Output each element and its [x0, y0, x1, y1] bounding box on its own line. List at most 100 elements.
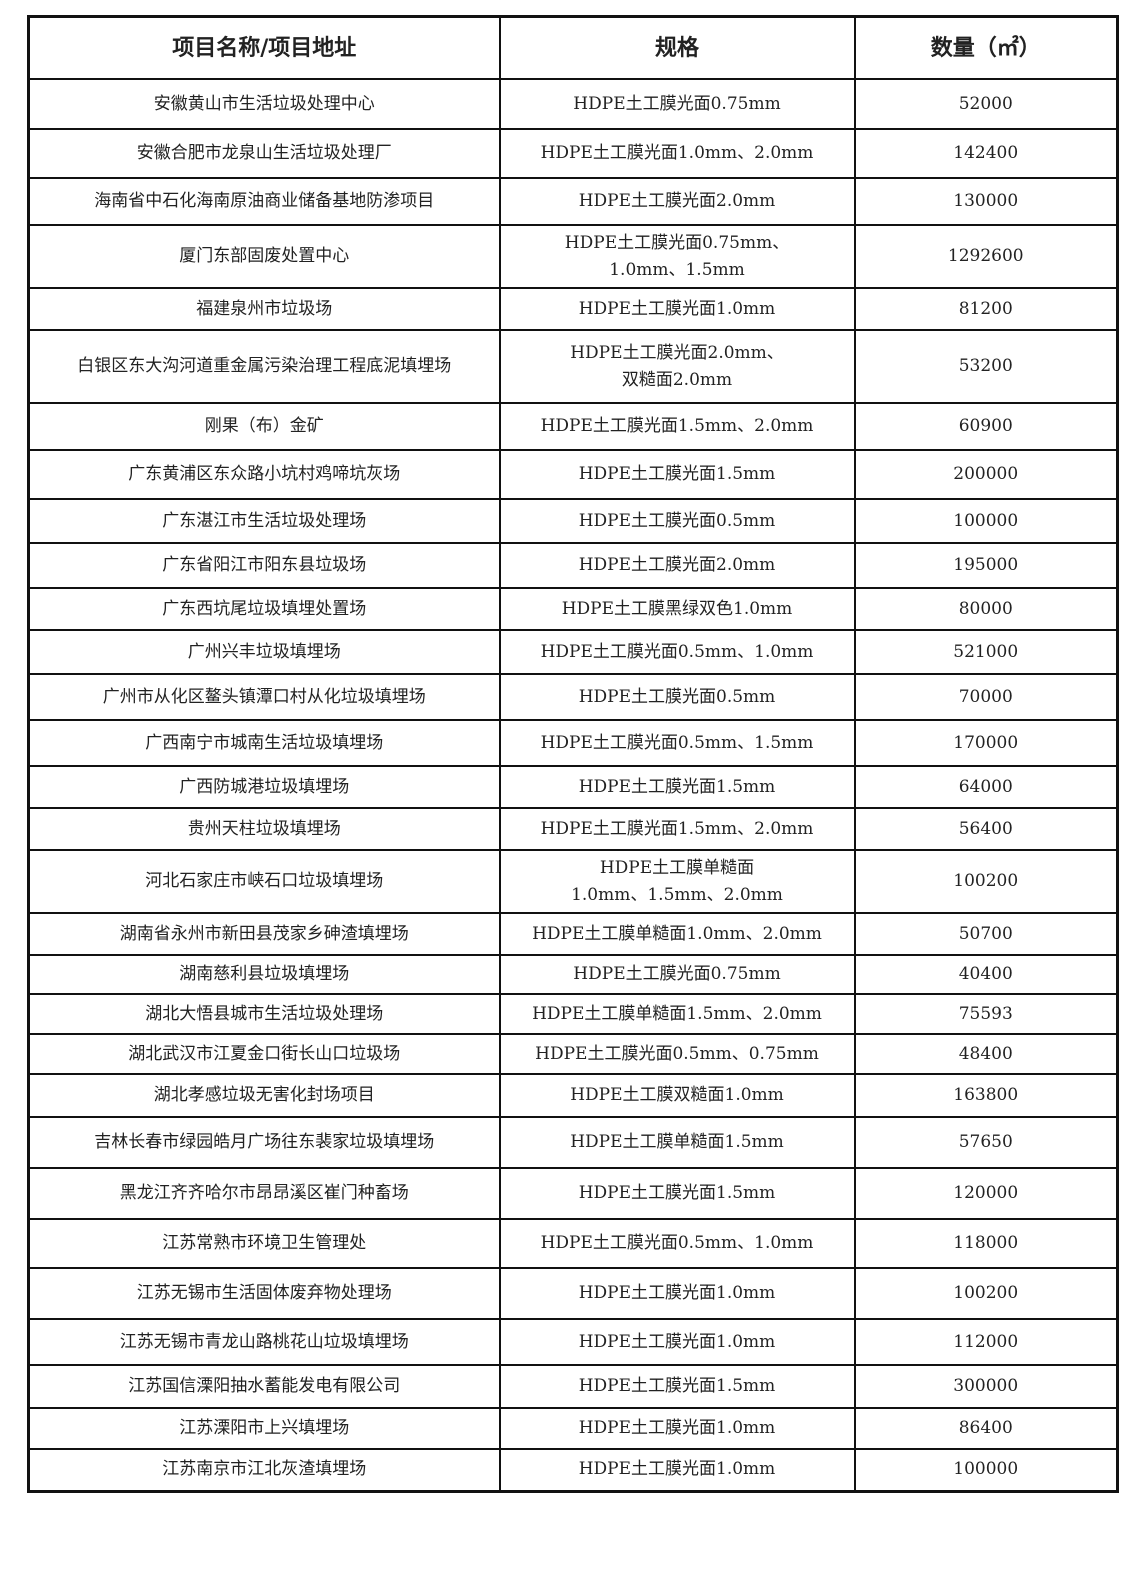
table-row: 广东西坑尾垃圾填埋处置场 HDPE土工膜黑绿双色1.0mm 80000 [27, 587, 1119, 631]
specification: HDPE土工膜双糙面1.0mm [498, 1073, 856, 1118]
specification: HDPE土工膜光面2.0mm、 双糙面2.0mm [498, 329, 856, 404]
quantity: 100000 [853, 498, 1119, 544]
project-name: 江苏国信溧阳抽水蓄能发电有限公司 [27, 1364, 501, 1409]
table-row: 河北石家庄市峡石口垃圾填埋场 HDPE土工膜单糙面 1.0mm、1.5mm、2.0… [27, 849, 1119, 914]
header-row: 项目名称/项目地址 规格 数量（㎡） [27, 15, 1119, 80]
table-row: 吉林长春市绿园皓月广场往东裴家垃圾填埋场 HDPE土工膜单糙面1.5mm 57650 [27, 1116, 1119, 1169]
quantity: 170000 [853, 719, 1119, 767]
table-row: 湖南省永州市新田县茂家乡砷渣填埋场 HDPE土工膜单糙面1.0mm、2.0mm 50… [27, 912, 1119, 956]
specification: HDPE土工膜光面2.0mm [498, 542, 856, 589]
project-name: 白银区东大沟河道重金属污染治理工程底泥填埋场 [27, 329, 501, 404]
project-name: 广西南宁市城南生活垃圾填埋场 [27, 719, 501, 767]
specification: HDPE土工膜光面0.5mm [498, 498, 856, 544]
specification: HDPE土工膜光面1.0mm [498, 287, 856, 331]
table-body: 安徽黄山市生活垃圾处理中心 HDPE土工膜光面0.75mm 52000 安徽合肥市龙泉… [27, 78, 1119, 1492]
quantity: 81200 [853, 287, 1119, 331]
quantity: 50700 [853, 912, 1119, 956]
quantity: 112000 [853, 1318, 1119, 1366]
table-row: 广州市从化区鳌头镇潭口村从化垃圾填埋场 HDPE土工膜光面0.5mm 70000 [27, 673, 1119, 721]
table-row: 湖北孝感垃圾无害化封场项目 HDPE土工膜双糙面1.0mm 163800 [27, 1073, 1119, 1118]
project-name: 安徽合肥市龙泉山生活垃圾处理厂 [27, 128, 501, 179]
project-name: 厦门东部固废处置中心 [27, 224, 501, 289]
table-row: 湖北武汉市江夏金口街长山口垃圾场 HDPE土工膜光面0.5mm、0.75mm 484… [27, 1033, 1119, 1075]
quantity: 100200 [853, 849, 1119, 914]
specification: HDPE土工膜光面1.0mm [498, 1267, 856, 1320]
quantity: 130000 [853, 177, 1119, 226]
table-row: 海南省中石化海南原油商业储备基地防渗项目 HDPE土工膜光面2.0mm 130000 [27, 177, 1119, 226]
project-name: 江苏无锡市生活固体废弃物处理场 [27, 1267, 501, 1320]
specification: HDPE土工膜光面1.5mm [498, 765, 856, 809]
specification: HDPE土工膜单糙面1.5mm、2.0mm [498, 993, 856, 1035]
table-row: 贵州天柱垃圾填埋场 HDPE土工膜光面1.5mm、2.0mm 56400 [27, 807, 1119, 851]
table-row: 刚果（布）金矿 HDPE土工膜光面1.5mm、2.0mm 60900 [27, 402, 1119, 451]
project-name: 海南省中石化海南原油商业储备基地防渗项目 [27, 177, 501, 226]
specification: HDPE土工膜光面1.5mm [498, 1167, 856, 1220]
project-name: 刚果（布）金矿 [27, 402, 501, 451]
quantity: 53200 [853, 329, 1119, 404]
project-name: 广东省阳江市阳东县垃圾场 [27, 542, 501, 589]
quantity: 200000 [853, 449, 1119, 500]
specification: HDPE土工膜光面0.5mm、1.0mm [498, 1218, 856, 1269]
project-name: 湖南省永州市新田县茂家乡砷渣填埋场 [27, 912, 501, 956]
quantity: 300000 [853, 1364, 1119, 1409]
quantity: 142400 [853, 128, 1119, 179]
project-name: 吉林长春市绿园皓月广场往东裴家垃圾填埋场 [27, 1116, 501, 1169]
specification: HDPE土工膜单糙面1.5mm [498, 1116, 856, 1169]
quantity: 1292600 [853, 224, 1119, 289]
specification: HDPE土工膜光面1.0mm [498, 1318, 856, 1366]
table-row: 安徽黄山市生活垃圾处理中心 HDPE土工膜光面0.75mm 52000 [27, 78, 1119, 130]
quantity: 118000 [853, 1218, 1119, 1269]
quantity: 75593 [853, 993, 1119, 1035]
project-name: 江苏无锡市青龙山路桃花山垃圾填埋场 [27, 1318, 501, 1366]
project-name: 广东黄浦区东众路小坑村鸡啼坑灰场 [27, 449, 501, 500]
table-row: 厦门东部固废处置中心 HDPE土工膜光面0.75mm、 1.0mm、1.5mm 12… [27, 224, 1119, 289]
specification: HDPE土工膜光面0.5mm、0.75mm [498, 1033, 856, 1075]
project-name: 黑龙江齐齐哈尔市昂昂溪区崔门种畜场 [27, 1167, 501, 1220]
project-name: 湖南慈利县垃圾填埋场 [27, 954, 501, 995]
quantity: 120000 [853, 1167, 1119, 1220]
table-row: 广西南宁市城南生活垃圾填埋场 HDPE土工膜光面0.5mm、1.5mm 170000 [27, 719, 1119, 767]
specification: HDPE土工膜光面1.5mm、2.0mm [498, 807, 856, 851]
quantity: 48400 [853, 1033, 1119, 1075]
specification: HDPE土工膜光面0.75mm、 1.0mm、1.5mm [498, 224, 856, 289]
project-name: 安徽黄山市生活垃圾处理中心 [27, 78, 501, 130]
quantity: 40400 [853, 954, 1119, 995]
specification: HDPE土工膜光面0.5mm、1.0mm [498, 629, 856, 675]
table-row: 白银区东大沟河道重金属污染治理工程底泥填埋场 HDPE土工膜光面2.0mm、 双糙… [27, 329, 1119, 404]
quantity: 56400 [853, 807, 1119, 851]
project-name: 湖北大悟县城市生活垃圾处理场 [27, 993, 501, 1035]
specification: HDPE土工膜光面1.5mm [498, 449, 856, 500]
project-name: 广州兴丰垃圾填埋场 [27, 629, 501, 675]
quantity: 100000 [853, 1448, 1119, 1492]
table-row: 广东湛江市生活垃圾处理场 HDPE土工膜光面0.5mm 100000 [27, 498, 1119, 544]
quantity: 80000 [853, 587, 1119, 631]
header-cell: 规格 [498, 15, 856, 80]
specification: HDPE土工膜光面1.0mm [498, 1448, 856, 1492]
table-row: 黑龙江齐齐哈尔市昂昂溪区崔门种畜场 HDPE土工膜光面1.5mm 120000 [27, 1167, 1119, 1220]
header-cell: 项目名称/项目地址 [27, 15, 501, 80]
project-name: 湖北孝感垃圾无害化封场项目 [27, 1073, 501, 1118]
specification: HDPE土工膜光面0.5mm [498, 673, 856, 721]
quantity: 100200 [853, 1267, 1119, 1320]
table-row: 江苏无锡市青龙山路桃花山垃圾填埋场 HDPE土工膜光面1.0mm 112000 [27, 1318, 1119, 1366]
table-row: 福建泉州市垃圾场 HDPE土工膜光面1.0mm 81200 [27, 287, 1119, 331]
table-header: 项目名称/项目地址 规格 数量（㎡） [27, 15, 1119, 80]
quantity: 163800 [853, 1073, 1119, 1118]
project-name: 广州市从化区鳌头镇潭口村从化垃圾填埋场 [27, 673, 501, 721]
table-row: 江苏无锡市生活固体废弃物处理场 HDPE土工膜光面1.0mm 100200 [27, 1267, 1119, 1320]
project-name: 江苏南京市江北灰渣填埋场 [27, 1448, 501, 1492]
project-name: 湖北武汉市江夏金口街长山口垃圾场 [27, 1033, 501, 1075]
table-row: 广州兴丰垃圾填埋场 HDPE土工膜光面0.5mm、1.0mm 521000 [27, 629, 1119, 675]
quantity: 521000 [853, 629, 1119, 675]
specification: HDPE土工膜黑绿双色1.0mm [498, 587, 856, 631]
quantity: 57650 [853, 1116, 1119, 1169]
table-row: 湖南慈利县垃圾填埋场 HDPE土工膜光面0.75mm 40400 [27, 954, 1119, 995]
specification: HDPE土工膜光面1.0mm [498, 1407, 856, 1450]
table-row: 广东省阳江市阳东县垃圾场 HDPE土工膜光面2.0mm 195000 [27, 542, 1119, 589]
project-name: 福建泉州市垃圾场 [27, 287, 501, 331]
project-name: 河北石家庄市峡石口垃圾填埋场 [27, 849, 501, 914]
project-name: 广东湛江市生活垃圾处理场 [27, 498, 501, 544]
table-row: 广西防城港垃圾填埋场 HDPE土工膜光面1.5mm 64000 [27, 765, 1119, 809]
table-row: 江苏溧阳市上兴填埋场 HDPE土工膜光面1.0mm 86400 [27, 1407, 1119, 1450]
